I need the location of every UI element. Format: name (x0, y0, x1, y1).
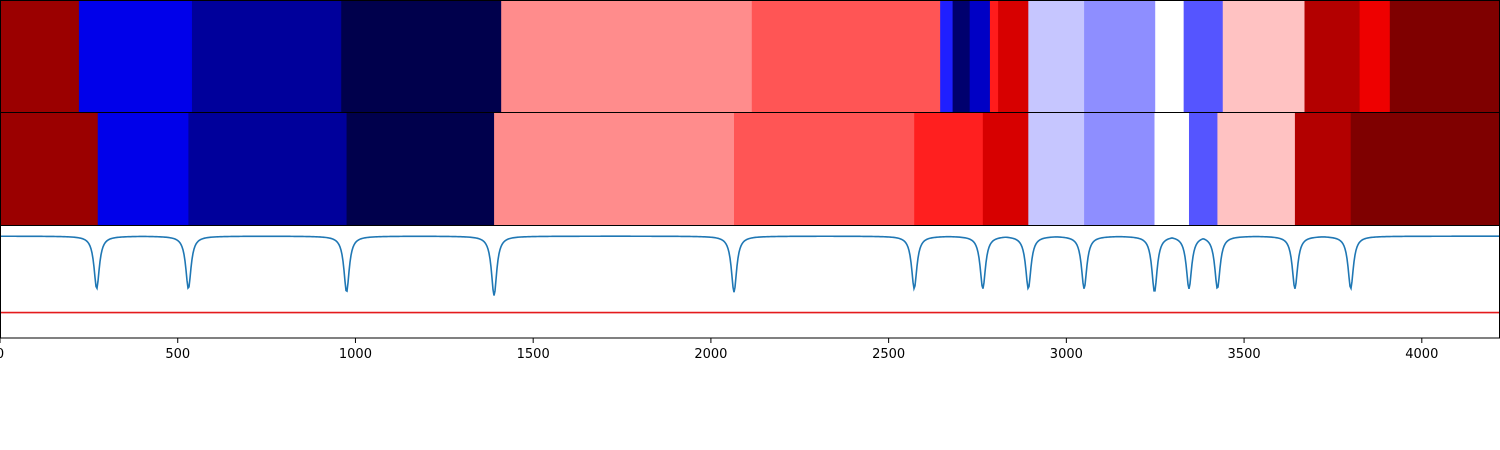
x-axis: 0 500 1000 1500 2000 2500 3000 3500 4000 (0, 338, 1438, 362)
heatmap-row-1-cell (989, 0, 999, 113)
heatmap-row-1-cell (1084, 0, 1156, 113)
heatmap-row-1-cell (1304, 0, 1361, 113)
heatmap-row-1-cell (751, 0, 941, 113)
x-tick-label: 3500 (1228, 347, 1261, 362)
heatmap-row-2-cell (734, 113, 915, 225)
heatmap-row-1-cell (501, 0, 753, 113)
heatmap-row-1-cell (1389, 0, 1500, 113)
heatmap-row-2-cell (914, 113, 984, 225)
heatmap-row-1-cell (341, 0, 502, 113)
heatmap-row-2-cell (1188, 113, 1218, 225)
line-plot-panel (0, 225, 1500, 338)
series-line-dips (0, 235, 1500, 296)
x-tick-label: 1500 (517, 347, 550, 362)
heatmap-row-1-cell (1155, 0, 1185, 113)
heatmap-row-2-cell (1084, 113, 1155, 225)
heatmap-row-2 (0, 113, 1500, 225)
x-tick-label: 3000 (1050, 347, 1083, 362)
heatmap-row-1-cell (1359, 0, 1391, 113)
heatmap-row-1 (0, 0, 1500, 113)
x-tick-label: 500 (165, 347, 190, 362)
heatmap-row-2-cell (1350, 113, 1500, 225)
heatmap-row-1-cell (952, 0, 971, 113)
heatmap-row-1-cell (998, 0, 1029, 113)
heatmap-row-2-cell (982, 113, 1029, 225)
heatmap-row-2-cell (188, 113, 348, 225)
heatmap-row-2-cell (494, 113, 735, 225)
line-plot-background (0, 225, 1500, 338)
heatmap-row-2-cell (1154, 113, 1190, 225)
heatmap-row-2-cell (1217, 113, 1296, 225)
heatmap-row-1-cell (78, 0, 193, 113)
heatmap-row-1-cell (191, 0, 342, 113)
x-tick-label: 1000 (339, 347, 372, 362)
x-tick-label: 2000 (694, 347, 727, 362)
x-tick-label: 0 (0, 347, 4, 362)
heatmap-row-2-cell (97, 113, 189, 225)
heatmap-row-2-cell (1294, 113, 1352, 225)
heatmap-row-1-cell (969, 0, 991, 113)
heatmap-row-2-cell (1028, 113, 1085, 225)
heatmap-row-1-cell (1183, 0, 1224, 113)
x-tick-label: 4000 (1405, 347, 1438, 362)
heatmap-row-2-cell (346, 113, 495, 225)
heatmap-row-2-cell (0, 113, 99, 225)
heatmap-row-1-cell (940, 0, 954, 113)
x-tick-label: 2500 (872, 347, 905, 362)
heatmap-row-1-cell (0, 0, 80, 113)
heatmap-row-1-cell (1222, 0, 1305, 113)
heatmap-row-1-cell (1028, 0, 1085, 113)
